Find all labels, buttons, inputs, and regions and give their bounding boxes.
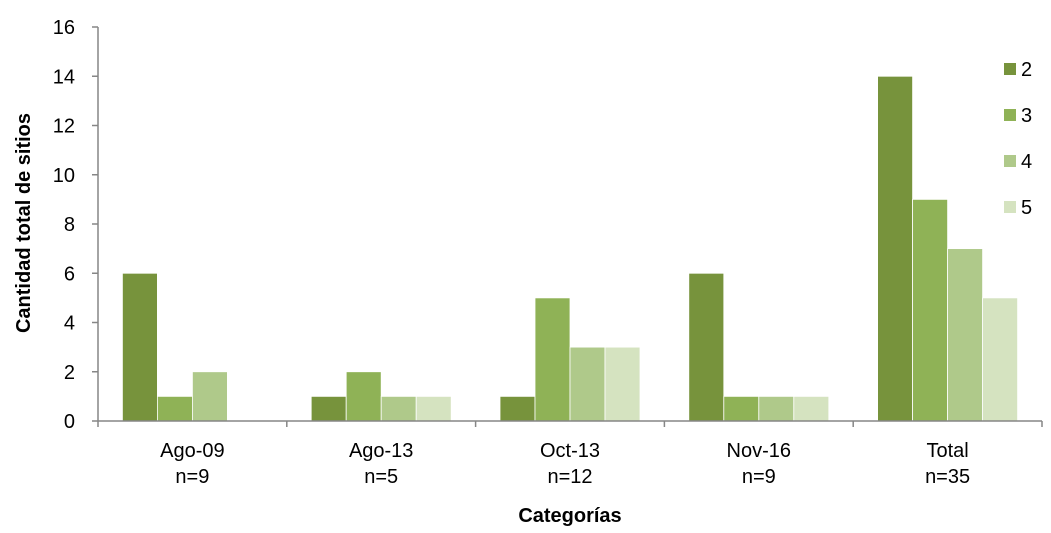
bar (604, 346, 641, 422)
bar (723, 395, 760, 422)
bar (982, 297, 1018, 422)
y-tick-label: 14 (53, 66, 75, 88)
x-tick-label: n=12 (547, 466, 592, 488)
bar (688, 272, 725, 422)
bar (122, 272, 158, 422)
y-axis-ticks: 0 2 4 6 8 10 12 14 16 (53, 17, 98, 433)
bar (947, 248, 983, 422)
legend-label: 5 (1021, 197, 1032, 219)
x-tick-label: n=9 (175, 466, 209, 488)
bar (534, 297, 571, 422)
y-tick-label: 4 (64, 313, 75, 335)
bar (758, 395, 795, 422)
legend-swatch (1004, 109, 1016, 121)
bar (310, 395, 347, 422)
y-tick-label: 6 (64, 263, 75, 285)
y-tick-label: 0 (64, 411, 75, 433)
x-tick-label: Ago-09 (160, 440, 225, 462)
x-tick-label: Oct-13 (540, 440, 600, 462)
x-tick-label: Ago-13 (349, 440, 414, 462)
bar (191, 371, 228, 422)
y-tick-label: 8 (64, 214, 75, 236)
legend-label: 4 (1021, 151, 1032, 173)
x-tick-label: n=5 (364, 466, 398, 488)
bar (156, 395, 193, 422)
legend-swatch (1004, 63, 1016, 75)
y-tick-label: 2 (64, 362, 75, 384)
y-tick-label: 16 (53, 17, 75, 39)
legend-swatch (1004, 155, 1016, 167)
y-axis-title: Cantidad total de sitios (13, 113, 35, 333)
legend: 2 3 4 5 (1004, 59, 1032, 219)
bar (380, 395, 417, 422)
legend-label: 3 (1021, 105, 1032, 127)
bar (415, 395, 452, 422)
x-tick-label: n=9 (742, 466, 776, 488)
bar (912, 198, 948, 422)
y-tick-label: 12 (53, 116, 75, 138)
y-tick-label: 10 (53, 165, 75, 187)
x-axis-title: Categorías (518, 505, 621, 527)
legend-label: 2 (1021, 59, 1032, 81)
x-tick-label: Total (926, 440, 968, 462)
bar (345, 371, 382, 422)
bar (569, 346, 606, 422)
bar (877, 75, 913, 422)
x-tick-label: n=35 (925, 466, 970, 488)
bar (793, 395, 830, 422)
x-axis-ticks: Ago-09 n=9 Ago-13 n=5 Oct-13 n=12 Nov-16 n=9 Tot… (97, 421, 1043, 488)
legend-swatch (1004, 201, 1016, 213)
bar (499, 395, 536, 422)
bars-group (122, 75, 1018, 422)
x-tick-label: Nov-16 (727, 440, 791, 462)
